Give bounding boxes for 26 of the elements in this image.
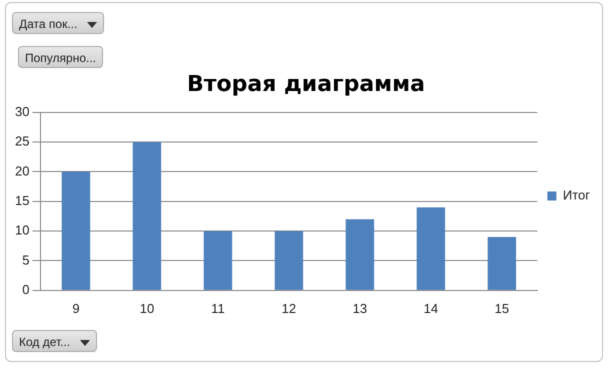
bar <box>132 142 162 290</box>
x-tick-label: 12 <box>282 300 296 316</box>
y-tick-label: 5 <box>22 252 30 268</box>
text: Дата пок... <box>19 17 78 31</box>
bar <box>346 219 374 290</box>
y-tick-label: 20 <box>14 163 30 178</box>
x-tick-label: 14 <box>424 300 438 316</box>
bar <box>62 172 90 290</box>
text: Код дет... <box>19 335 70 349</box>
y-tick-label: 30 <box>14 104 30 119</box>
chart-title: Вторая диаграмма <box>187 72 425 97</box>
bar <box>416 207 446 290</box>
x-tick-label: 13 <box>352 300 368 316</box>
y-tick-label: 10 <box>14 222 30 238</box>
bar <box>204 231 232 290</box>
y-tick-label: 15 <box>14 192 30 208</box>
text: Популярно... <box>25 51 96 65</box>
x-tick-label: 15 <box>494 300 510 316</box>
x-tick-label: 11 <box>211 300 225 316</box>
legend-label: Итог <box>562 188 590 203</box>
y-tick-label: 25 <box>14 134 30 149</box>
bar <box>488 237 516 290</box>
x-tick-label: 9 <box>72 300 80 316</box>
y-tick-label: 0 <box>22 282 30 297</box>
bar <box>274 231 304 290</box>
x-tick-label: 10 <box>140 300 154 316</box>
